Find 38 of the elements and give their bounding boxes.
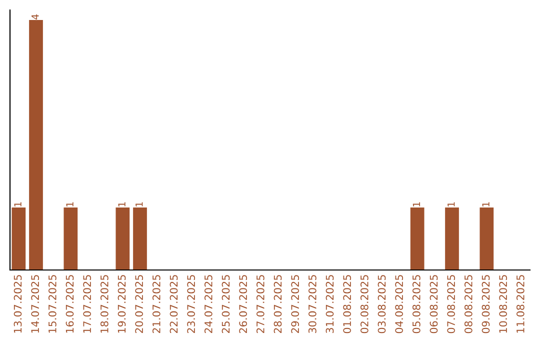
x-tick-label: 11.08.2025 [516,275,524,333]
x-tick-label: 26.07.2025 [239,275,248,334]
x-tick-label: 21.07.2025 [152,275,160,334]
x-tick-label: 10.08.2025 [499,275,508,333]
data-label: 4 [32,14,39,20]
x-tick-label: 05.08.2025 [412,275,420,334]
data-label: 1 [118,202,126,206]
x-tick-label: 25.07.2025 [222,275,230,334]
x-tick-label: 20.07.2025 [135,275,144,334]
x-tick-label: 02.08.2025 [360,275,368,334]
data-label: 1 [448,202,455,206]
x-tick-label: 13.07.2025 [14,275,22,333]
x-tick-label: 29.07.2025 [291,275,300,334]
x-tick-label: 07.08.2025 [447,275,456,334]
x-tick-label: 14.07.2025 [31,275,40,333]
x-tick-label: 19.07.2025 [118,275,126,333]
x-tick-label: 08.08.2025 [464,275,472,334]
x-tick-label: 16.07.2025 [66,275,74,333]
data-label: 1 [14,202,22,206]
data-label: 1 [482,202,490,206]
x-tick-label: 18.07.2025 [100,275,108,333]
x-tick-label: 03.08.2025 [378,275,386,334]
x-tick-label: 17.07.2025 [83,275,92,333]
x-tick-label: 01.08.2025 [343,275,352,334]
x-tick-label: 24.07.2025 [204,275,212,334]
x-tick-label: 22.07.2025 [170,275,178,334]
x-tick-label: 15.07.2025 [48,275,56,333]
x-tick-label: 31.07.2025 [326,275,334,334]
x-tick-label: 30.07.2025 [308,275,316,334]
x-tick-label: 23.07.2025 [187,275,196,334]
x-tick-label: 09.08.2025 [482,275,490,334]
data-label: 1 [136,202,143,206]
x-tick-label: 27.07.2025 [256,275,264,334]
data-label: 1 [412,202,420,206]
data-label: 1 [66,202,74,206]
x-tick-label: 28.07.2025 [274,275,282,334]
x-tick-label: 06.08.2025 [430,275,438,334]
x-tick-label: 04.08.2025 [395,275,404,334]
